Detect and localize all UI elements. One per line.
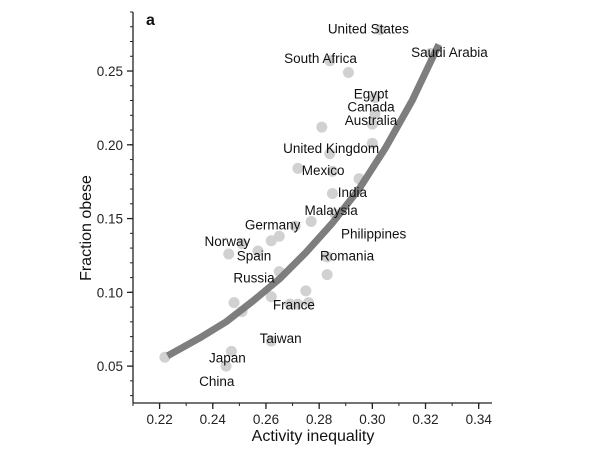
x-axis-title: Activity inequality — [252, 428, 375, 445]
country-label: Japan — [209, 350, 246, 365]
data-point — [326, 187, 338, 199]
data-point — [300, 285, 312, 297]
data-point — [374, 24, 386, 36]
country-label: France — [273, 297, 315, 312]
country-label: China — [199, 374, 235, 389]
country-label: Norway — [205, 234, 251, 249]
country-label: Philippines — [341, 226, 407, 241]
data-point — [326, 165, 338, 177]
data-points — [159, 24, 437, 372]
data-point — [369, 108, 381, 120]
country-label: Romania — [320, 249, 375, 264]
country-label: Australia — [345, 113, 398, 128]
y-tick-label: 0.15 — [97, 212, 123, 227]
x-tick-label: 0.24 — [200, 412, 227, 427]
data-point — [305, 216, 317, 228]
data-point — [324, 148, 336, 160]
panel-label: a — [146, 12, 155, 29]
country-label: Russia — [233, 271, 275, 286]
country-label: United States — [328, 21, 409, 36]
x-tick-label: 0.32 — [412, 412, 438, 427]
country-label: Germany — [245, 218, 301, 233]
country-label: Spain — [237, 249, 272, 264]
country-label: Canada — [347, 100, 395, 115]
data-point — [369, 92, 381, 104]
country-label: Saudi Arabia — [411, 45, 488, 60]
country-label: South Africa — [284, 51, 357, 66]
data-point — [284, 298, 296, 310]
data-point — [265, 291, 277, 303]
data-point — [265, 235, 277, 247]
data-point — [225, 345, 237, 357]
y-tick-label: 0.05 — [97, 359, 123, 374]
data-point — [223, 248, 235, 260]
data-point — [236, 238, 248, 250]
data-point — [321, 251, 333, 263]
x-tick-label: 0.34 — [466, 412, 493, 427]
data-point — [366, 137, 378, 149]
fit-curve-group — [165, 42, 442, 359]
tick-labels: 0.05 0.10 0.15 0.20 0.25 0.22 0.24 0.26 0.28 0.30… — [97, 64, 493, 427]
data-point — [316, 121, 328, 133]
data-point — [321, 269, 333, 281]
x-tick-label: 0.22 — [146, 412, 172, 427]
country-label: Mexico — [302, 163, 345, 178]
y-tick-label: 0.20 — [97, 138, 123, 153]
data-point — [292, 162, 304, 174]
data-point — [303, 297, 315, 309]
x-tick-label: 0.28 — [306, 412, 332, 427]
data-point — [220, 360, 232, 372]
data-point — [366, 118, 378, 130]
y-axis-title: Fraction obese — [78, 175, 95, 281]
data-point — [228, 297, 240, 309]
data-point — [252, 245, 264, 257]
y-tick-label: 0.10 — [97, 285, 123, 300]
data-point — [324, 55, 336, 67]
country-label: India — [338, 185, 368, 200]
data-point — [289, 220, 301, 232]
country-label: Malaysia — [304, 203, 358, 218]
data-point — [342, 66, 354, 78]
axes — [127, 11, 492, 409]
country-label: Egypt — [354, 86, 389, 101]
country-label: Taiwan — [260, 331, 302, 346]
data-point — [265, 335, 277, 347]
fit-curve — [165, 42, 442, 359]
data-point — [292, 298, 304, 310]
x-tick-label: 0.26 — [253, 412, 279, 427]
y-tick-label: 0.25 — [97, 64, 123, 79]
country-label: United Kingdom — [283, 141, 379, 156]
x-tick-label: 0.30 — [359, 412, 385, 427]
